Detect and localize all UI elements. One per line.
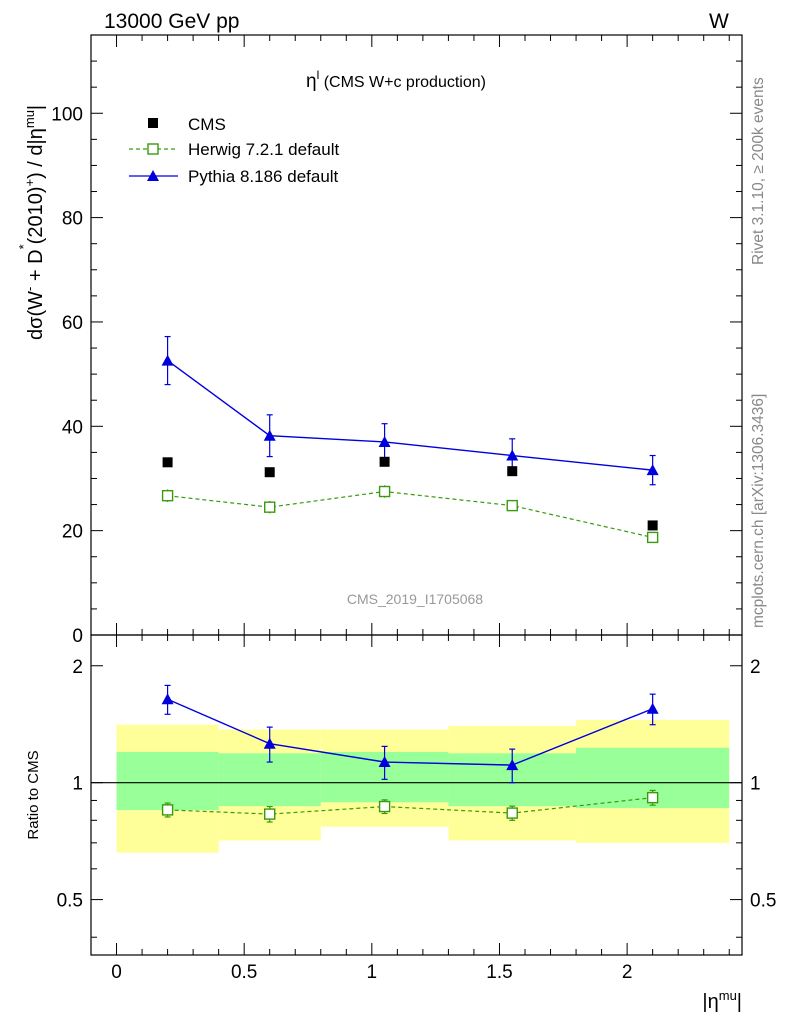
ratio-y-tick-label-right: 2: [750, 657, 761, 678]
herwig-point: [506, 499, 518, 512]
herwig-point: [264, 501, 276, 513]
ratio-y-tick-label-right: 0.5: [750, 891, 776, 912]
ratio-y-tick-label-left: 2: [72, 657, 83, 678]
main-y-tick-label: 60: [62, 313, 83, 334]
herwig-line: [167, 490, 653, 539]
ratio-herwig-point: [506, 807, 518, 819]
main-marks: [161, 335, 659, 544]
herwig-point: [161, 489, 174, 502]
x-axis-label: |ηmu|: [702, 988, 742, 1013]
ratio-pythia-point: [378, 756, 391, 768]
legend-herwig-marker: [147, 143, 159, 155]
main-title: ηl (CMS W+c production): [306, 68, 486, 92]
main-y-tick-label: 100: [51, 104, 83, 125]
pythia-point: [378, 435, 391, 447]
ratio-y-tick-label-right: 1: [750, 774, 761, 795]
ratio-pythia-point: [506, 759, 519, 771]
pythia-point: [646, 464, 659, 476]
legend-herwig-label: Herwig 7.2.1 default: [188, 140, 339, 159]
legend-entry-herwig: Herwig 7.2.1 default: [129, 140, 339, 159]
ratio-pythia-point: [161, 693, 174, 705]
main-y-axis-label: dσ(W- + D*(2010)+) / d|ηmu|: [16, 105, 47, 340]
ratio-y-axis-label: Ratio to CMS: [25, 750, 42, 839]
ratio-herwig-point: [378, 800, 391, 813]
cms-point: [379, 456, 390, 467]
ratio-band-inner: [116, 751, 219, 811]
ratio-y-tick-label-left: 0.5: [57, 891, 83, 912]
rivet-label: Rivet 3.1.10, ≥ 200k events: [750, 77, 767, 265]
legend-pythia-marker: [147, 170, 159, 181]
pythia-point: [263, 429, 276, 441]
cms-point: [264, 467, 275, 478]
cms-point: [162, 457, 173, 468]
legend-pythia-label: Pythia 8.186 default: [188, 167, 339, 186]
x-tick-label: 1: [367, 962, 378, 983]
legend-cms-label: CMS: [188, 115, 226, 134]
pythia-point: [506, 449, 519, 461]
ratio-uncertainty-bands: [116, 719, 730, 853]
main-y-tick-label: 80: [62, 209, 83, 230]
legend-entry-cms: CMS: [148, 115, 226, 134]
pythia-point: [161, 354, 174, 366]
ratio-pythia-point: [263, 737, 276, 749]
main-y-tick-labels: 0 20 40 60 80 100: [51, 104, 83, 647]
x-tick-label: 2: [622, 962, 633, 983]
main-panel: 0 20 40 60 80 100 ηl (CMS W+c production) dσ(…: [16, 34, 743, 647]
header-process: W: [709, 10, 729, 33]
ratio-herwig-point: [646, 791, 659, 804]
legend-entry-pythia: Pythia 8.186 default: [129, 167, 339, 186]
mcplots-label: mcplots.cern.ch [arXiv:1306.3436]: [750, 394, 767, 628]
herwig-point: [378, 485, 391, 498]
legend-cms-marker: [148, 118, 158, 128]
ratio-frame: [90, 634, 743, 956]
ratio-marks: [161, 684, 659, 823]
cms-point: [507, 466, 518, 477]
ratio-ticks: [91, 635, 742, 955]
cms-point: [647, 520, 658, 531]
main-y-tick-label: 40: [62, 417, 83, 438]
ratio-pythia-point: [646, 702, 659, 714]
main-y-tick-label: 20: [62, 522, 83, 543]
x-tick-labels: 0 0.5 1 1.5 2: [111, 962, 632, 983]
main-y-tick-label: 0: [72, 626, 83, 647]
herwig-point: [646, 531, 659, 544]
legend: CMS Herwig 7.2.1 default Pythia 8.186 de…: [129, 115, 339, 186]
pythia-line: [167, 360, 653, 471]
ratio-y-tick-labels: 0.5 0.5 1 1 2 2: [57, 657, 777, 912]
x-tick-label: 0: [111, 962, 122, 983]
analysis-watermark: CMS_2019_I1705068: [347, 591, 483, 607]
ratio-herwig-point: [161, 804, 174, 816]
ratio-panel: 0.5 0.5 1 1 2 2 0 0.5 1 1.5 2 Ratio to CMS |ηmu|: [25, 634, 777, 1013]
ratio-y-tick-label-left: 1: [72, 774, 83, 795]
ratio-herwig-point: [264, 808, 276, 820]
x-tick-label: 0.5: [231, 962, 257, 983]
x-tick-label: 1.5: [486, 962, 512, 983]
header-energy: 13000 GeV pp: [104, 10, 239, 33]
